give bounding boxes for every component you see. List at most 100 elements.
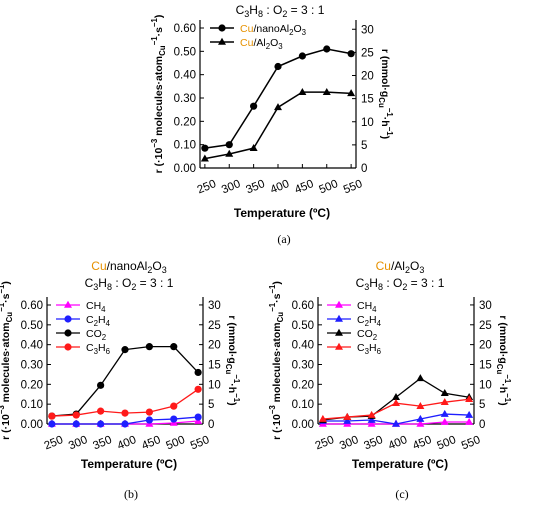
data-point-3 xyxy=(343,412,352,420)
series-line-1 xyxy=(204,91,352,160)
right-tick-label: 5 xyxy=(361,140,367,152)
x-tick-label: 450 xyxy=(140,434,162,452)
left-tick-label: 0.10 xyxy=(21,399,43,411)
data-point-0 xyxy=(367,419,376,427)
legend-label: C2​H4​ xyxy=(357,314,382,328)
right-tick-label: 0 xyxy=(208,419,214,431)
x-tick-label: 300 xyxy=(220,178,242,196)
left-tick-label: 0.30 xyxy=(174,93,196,105)
legend-marker xyxy=(64,329,72,337)
panel-label: (c) xyxy=(395,487,408,501)
panel-title-ratio: C3​H8​ : O2​ = 3 : 1 xyxy=(356,276,445,292)
right-tick-label: 15 xyxy=(208,359,221,371)
data-point-3 xyxy=(72,411,80,419)
legend-label: CO2​ xyxy=(86,328,106,342)
data-point-3 xyxy=(465,395,474,403)
panel-title-catalyst: Cu/Al2​O3​ xyxy=(376,259,425,275)
right-tick-label: 10 xyxy=(208,379,221,391)
left-tick-label: 0.20 xyxy=(174,116,196,128)
legend-marker xyxy=(218,37,226,45)
data-point-0 xyxy=(250,102,258,110)
left-tick-label: 0.30 xyxy=(21,360,43,372)
left-tick-label: 0.60 xyxy=(21,300,43,312)
data-point-1 xyxy=(200,154,209,162)
chart-panel-1: 0.00 0.10 0.20 0.30 0.40 0.50 0.60 0 5 10 15 20 25 30… xyxy=(150,3,394,246)
left-tick-label: 0.50 xyxy=(174,46,196,58)
legend-label: Cu/nanoAl2​O3​ xyxy=(240,23,307,37)
left-tick-label: 0.00 xyxy=(292,419,314,431)
y-axis-title-left: r (·10−3​ molecules·atomCu​−1​·s−1​) xyxy=(268,281,285,440)
data-point-1 xyxy=(392,419,400,427)
x-tick-label: 550 xyxy=(460,434,482,452)
data-point-3 xyxy=(367,410,376,418)
right-tick-label: 25 xyxy=(361,47,374,59)
y-axis-title-left: r (·10−3​ molecules·atomCu​−1​·s−1​) xyxy=(0,281,14,440)
data-point-1 xyxy=(121,420,129,428)
left-tick-label: 0.00 xyxy=(174,163,196,175)
x-tick-label: 350 xyxy=(244,178,266,196)
right-tick-label: 20 xyxy=(479,340,492,352)
left-tick-label: 0.60 xyxy=(292,300,314,312)
data-point-1 xyxy=(347,89,356,97)
x-axis-title: Temperature (ºC) xyxy=(81,457,177,471)
x-tick-label: 250 xyxy=(314,434,336,452)
right-tick-label: 30 xyxy=(361,24,374,36)
x-axis-title: Temperature (ºC) xyxy=(234,206,330,220)
right-tick-label: 20 xyxy=(361,71,374,83)
y-axis-title-left: r (·10−3​ molecules·atomCu​−1​·s−1​) xyxy=(150,15,167,174)
data-point-1 xyxy=(465,410,474,418)
legend-marker xyxy=(64,300,72,308)
right-tick-label: 25 xyxy=(479,320,492,332)
data-point-0 xyxy=(465,417,474,425)
data-point-2 xyxy=(170,343,178,351)
panel-label: (b) xyxy=(124,487,138,501)
legend-marker xyxy=(64,315,72,323)
legend-label: CH4​ xyxy=(357,300,377,314)
x-axis-title: Temperature (ºC) xyxy=(352,457,448,471)
legend-label: Cu/Al2​O3​ xyxy=(240,37,283,51)
data-point-2 xyxy=(392,393,400,401)
right-tick-label: 30 xyxy=(208,300,221,312)
data-point-3 xyxy=(318,414,327,422)
data-point-3 xyxy=(48,412,56,420)
x-tick-label: 450 xyxy=(411,434,433,452)
data-point-1 xyxy=(440,409,449,417)
data-point-0 xyxy=(274,62,282,71)
right-tick-label: 0 xyxy=(479,419,485,431)
data-point-3 xyxy=(145,408,153,416)
x-tick-label: 300 xyxy=(67,434,89,452)
data-point-3 xyxy=(392,398,400,406)
data-point-3 xyxy=(440,397,449,405)
panel-title: C3​H8​ : O2​ = 3 : 1 xyxy=(236,3,325,19)
right-tick-label: 15 xyxy=(361,94,374,106)
y-axis-title-right: r (mmol·gCu​−1​·h−1​) xyxy=(224,315,241,405)
x-tick-label: 500 xyxy=(317,178,339,196)
right-tick-label: 10 xyxy=(361,117,374,129)
right-tick-label: 15 xyxy=(479,359,492,371)
right-tick-label: 5 xyxy=(479,399,485,411)
data-point-0 xyxy=(323,45,331,53)
left-tick-label: 0.10 xyxy=(174,140,196,152)
chart-panel-3: 0.00 0.10 0.20 0.30 0.40 0.50 0.60 0 5 10 15 20 25 30… xyxy=(268,259,512,501)
right-tick-label: 20 xyxy=(208,340,221,352)
data-point-1 xyxy=(72,420,80,428)
data-point-3 xyxy=(194,385,202,393)
data-point-1 xyxy=(274,103,282,111)
data-point-1 xyxy=(367,415,376,423)
legend-marker xyxy=(335,328,343,336)
x-tick-label: 400 xyxy=(387,434,409,452)
left-tick-label: 0.20 xyxy=(21,379,43,391)
legend-label: C3​H6​ xyxy=(357,342,382,356)
left-tick-label: 0.50 xyxy=(21,320,43,332)
right-tick-label: 30 xyxy=(479,300,492,312)
left-tick-label: 0.00 xyxy=(21,419,43,431)
x-tick-label: 500 xyxy=(435,434,457,452)
panel-title-ratio: C3​H8​ : O2​ = 3 : 1 xyxy=(85,276,174,292)
data-point-0 xyxy=(347,50,355,58)
legend-marker xyxy=(335,342,343,350)
legend-label: C2​H4​ xyxy=(86,314,111,328)
x-tick-label: 550 xyxy=(342,178,364,196)
legend-marker xyxy=(335,314,343,322)
data-point-2 xyxy=(97,381,105,389)
